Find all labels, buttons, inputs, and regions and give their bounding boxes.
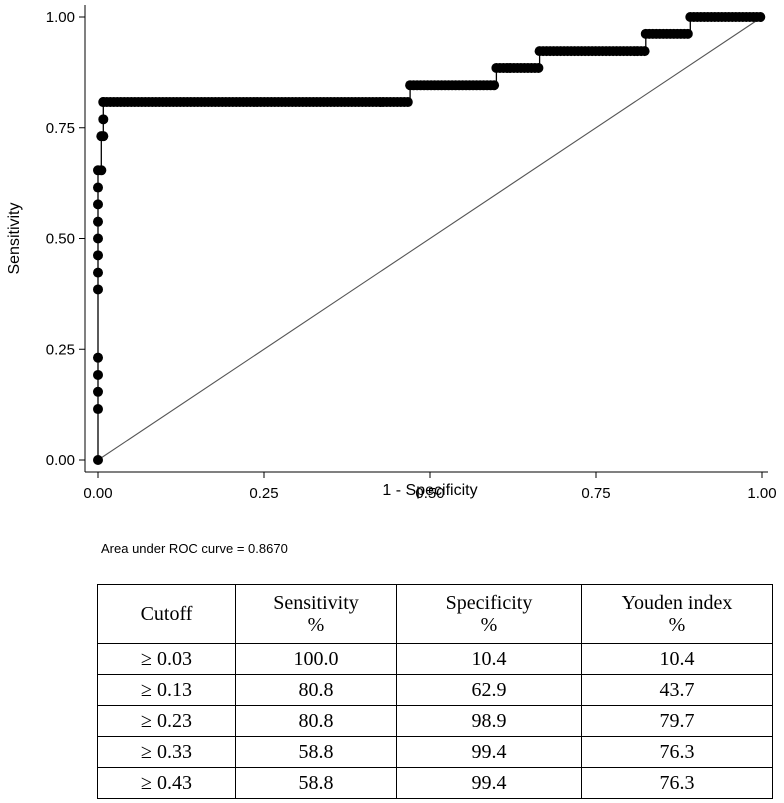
roc-point (96, 165, 107, 176)
table-cell: 10.4 (396, 643, 582, 675)
roc-point (93, 284, 103, 295)
table-cell: 43.7 (581, 674, 773, 706)
table-row: ≥ 0.03 100.0 10.4 10.4 (97, 643, 773, 675)
roc-point (98, 131, 109, 142)
x-tick-label: 0.50 (415, 485, 444, 502)
header-youden-index: Youden index % (581, 584, 773, 644)
table-row: ≥ 0.43 58.8 99.4 76.3 (97, 767, 773, 799)
table-cell: ≥ 0.13 (97, 674, 236, 706)
table-cell: ≥ 0.43 (97, 767, 236, 799)
table-cell: 80.8 (235, 674, 397, 706)
header-cutoff: Cutoff (97, 584, 236, 644)
roc-point (682, 28, 693, 39)
table-cell: 98.9 (396, 705, 582, 737)
table-cell: ≥ 0.33 (97, 736, 236, 768)
cutoff-table: Cutoff Sensitivity % Specificity % Youde… (97, 584, 773, 799)
y-tick-label: 0.75 (46, 120, 75, 137)
y-axis-title: Sensitivity (6, 202, 23, 274)
table-cell: 58.8 (235, 736, 397, 768)
table-cell: 79.7 (581, 705, 773, 737)
roc-point (93, 216, 103, 227)
table-cell: 58.8 (235, 767, 397, 799)
x-tick-label: 0.00 (83, 485, 112, 502)
table-row: ≥ 0.13 80.8 62.9 43.7 (97, 674, 773, 706)
table-cell: 62.9 (396, 674, 582, 706)
y-tick-label: 0.00 (46, 452, 75, 469)
table-cell: 76.3 (581, 736, 773, 768)
table-cell: 80.8 (235, 705, 397, 737)
roc-point (93, 455, 103, 465)
roc-point (755, 12, 766, 22)
roc-point (98, 114, 109, 125)
header-specificity: Specificity % (396, 584, 582, 644)
roc-point (93, 386, 103, 397)
roc-chart: 0.00 0.25 0.50 0.75 1.00 0.00 0.25 0.50 0.75 1.00… (6, 5, 777, 502)
roc-point (93, 267, 103, 278)
reference-line (97, 16, 763, 461)
table-cell: ≥ 0.23 (97, 705, 236, 737)
roc-point (93, 404, 103, 415)
roc-point (639, 46, 650, 57)
roc-point (93, 233, 103, 244)
table-row: ≥ 0.33 58.8 99.4 76.3 (97, 736, 773, 768)
table-header-row: Cutoff Sensitivity % Specificity % Youde… (97, 584, 773, 644)
x-axis-title: 1 - Specificity (382, 482, 477, 499)
roc-point (402, 97, 413, 108)
table-cell: ≥ 0.03 (97, 643, 236, 675)
table-cell: 100.0 (235, 643, 397, 675)
table-cell: 10.4 (581, 643, 773, 675)
x-tick-label: 1.00 (747, 485, 776, 502)
table-cell: 76.3 (581, 767, 773, 799)
roc-point (533, 62, 544, 73)
y-tick-label: 1.00 (46, 9, 75, 26)
roc-point (93, 369, 103, 380)
x-tick-label: 0.25 (249, 485, 278, 502)
table-row: ≥ 0.23 80.8 98.9 79.7 (97, 705, 773, 737)
roc-point (93, 250, 103, 261)
y-tick-label: 0.50 (46, 231, 75, 248)
table-cell: 99.4 (396, 767, 582, 799)
roc-point (93, 182, 103, 193)
roc-point (93, 199, 103, 210)
roc-point (489, 80, 500, 91)
y-tick-label: 0.25 (46, 341, 75, 358)
roc-point (93, 352, 103, 363)
table-cell: 99.4 (396, 736, 582, 768)
auc-note: Area under ROC curve = 0.8670 (101, 541, 288, 556)
x-tick-label: 0.75 (581, 485, 610, 502)
header-sensitivity: Sensitivity % (235, 584, 397, 644)
